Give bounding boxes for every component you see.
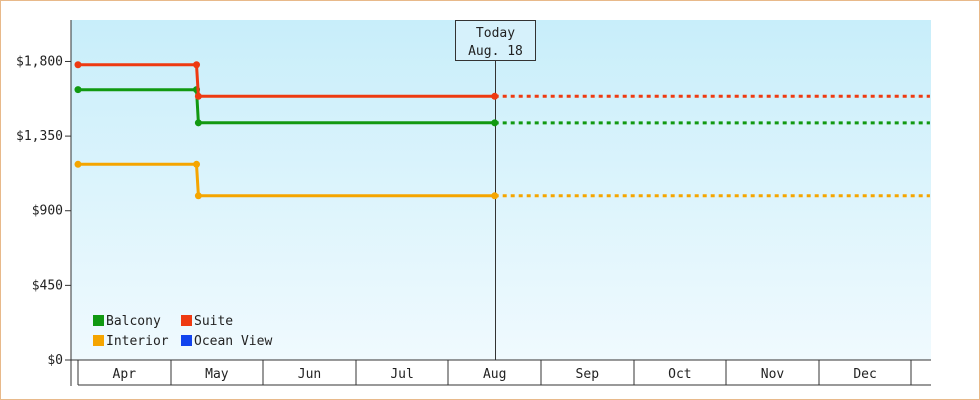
- data-point-interior: [194, 192, 202, 200]
- series-line-suite: [78, 63, 495, 98]
- data-point-balcony: [74, 86, 82, 94]
- x-tick-label: Jun: [298, 367, 321, 382]
- legend-swatch-suite: [181, 315, 192, 326]
- x-tick-label: Nov: [761, 367, 785, 382]
- legend-label-balcony: Balcony: [106, 314, 161, 329]
- data-point-balcony: [194, 119, 202, 127]
- series-line-interior: [78, 162, 495, 198]
- x-tick-label: Oct: [668, 367, 691, 382]
- today-label-box: [455, 20, 536, 61]
- legend-swatch-ocean-view: [181, 335, 192, 346]
- legend-swatch-balcony: [93, 315, 104, 326]
- data-point-suite: [74, 61, 82, 69]
- legend-swatch-interior: [93, 335, 104, 346]
- data-point-balcony: [491, 119, 499, 127]
- legend-label-interior: Interior: [106, 334, 169, 349]
- today-marker: Today Aug. 18: [455, 20, 536, 360]
- series-layer: [74, 61, 930, 200]
- data-point-interior: [193, 160, 201, 168]
- series-line-balcony: [78, 88, 495, 125]
- today-date: Aug. 18: [468, 44, 523, 59]
- data-point-interior: [491, 192, 499, 200]
- legend-label-ocean-view: Ocean View: [194, 334, 272, 349]
- x-tick-label: Sep: [576, 367, 600, 382]
- y-tick-label: $0: [47, 353, 63, 368]
- x-tick-label: Aug: [483, 367, 506, 382]
- y-tick-label: $900: [32, 204, 63, 219]
- data-point-suite: [194, 92, 202, 100]
- legend-label-suite: Suite: [194, 314, 233, 329]
- x-tick-label: Apr: [113, 367, 137, 382]
- x-tick-label: Dec: [853, 367, 876, 382]
- y-tick-label: $1,800: [16, 54, 63, 69]
- y-tick-label: $1,350: [16, 129, 63, 144]
- y-tick-label: $450: [32, 278, 63, 293]
- data-point-interior: [74, 160, 82, 168]
- plot-background: [71, 20, 931, 360]
- axes: $0 $450 $900 $1,350 $1,800 Apr May Jun Jul Aug Sep…: [16, 20, 931, 386]
- data-point-suite: [193, 61, 201, 69]
- today-label: Today: [476, 26, 515, 41]
- legend: Balcony Suite Interior Ocean View: [93, 314, 272, 349]
- x-tick-label: Jul: [390, 367, 413, 382]
- x-tick-label: May: [205, 367, 229, 382]
- data-point-suite: [491, 92, 499, 100]
